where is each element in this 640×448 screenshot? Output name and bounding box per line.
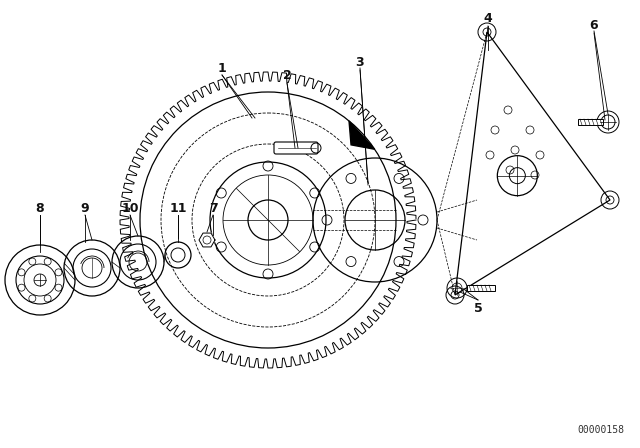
FancyBboxPatch shape — [578, 119, 603, 125]
Text: 9: 9 — [81, 202, 90, 215]
Text: 11: 11 — [169, 202, 187, 215]
FancyBboxPatch shape — [274, 142, 318, 154]
Text: 7: 7 — [209, 202, 218, 215]
Text: 2: 2 — [283, 69, 291, 82]
Text: 6: 6 — [589, 18, 598, 31]
Text: 10: 10 — [121, 202, 139, 215]
Polygon shape — [120, 72, 416, 368]
Text: 1: 1 — [218, 61, 227, 74]
Polygon shape — [349, 121, 374, 149]
Text: 5: 5 — [474, 302, 483, 314]
Polygon shape — [199, 233, 215, 247]
Text: 00000158: 00000158 — [577, 425, 625, 435]
Text: 8: 8 — [36, 202, 44, 215]
FancyBboxPatch shape — [467, 285, 495, 291]
Text: 4: 4 — [484, 12, 492, 25]
Text: 3: 3 — [356, 56, 364, 69]
